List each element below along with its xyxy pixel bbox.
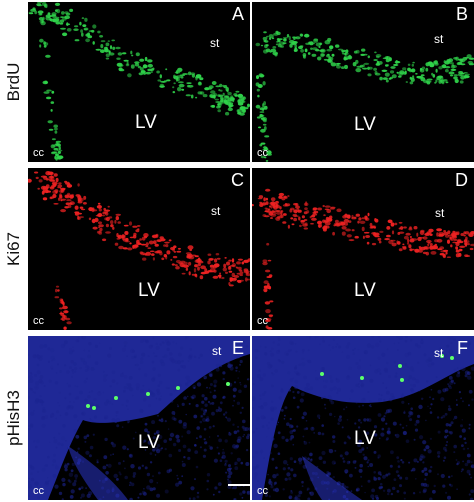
row-label-text: Ki67 <box>4 231 23 267</box>
cell-cluster <box>255 30 474 85</box>
panel-letter: B <box>455 4 468 24</box>
cc-label: cc <box>257 485 268 497</box>
lv-label: LV <box>354 428 376 449</box>
panel-f-phish3: F st LV cc <box>252 336 474 500</box>
row-label-ki67: Ki67 <box>0 168 28 330</box>
cell-cluster <box>255 73 272 162</box>
row-label-text: BrdU <box>4 62 23 102</box>
nuclei-texture <box>252 336 474 500</box>
st-label: st <box>210 36 220 50</box>
lv-label: LV <box>354 280 376 301</box>
cell-cluster <box>39 20 64 161</box>
cc-label: cc <box>33 315 44 327</box>
panel-d-image <box>252 188 474 330</box>
row-label-brdu: BrdU <box>0 2 28 162</box>
panel-c-image <box>28 171 250 330</box>
positive-cells <box>86 382 230 410</box>
lv-label: LV <box>354 114 376 135</box>
lower-tissue <box>68 446 128 500</box>
panel-a-brdu: A st LV cc <box>28 2 250 162</box>
panel-letter: D <box>455 170 468 190</box>
panel-e-image <box>28 336 250 500</box>
panel-d-ki67: D st LV cc <box>252 168 474 330</box>
panel-a-image <box>28 2 250 161</box>
panel-letter: A <box>231 4 244 24</box>
panel-b-image <box>255 30 474 162</box>
lv-label: LV <box>135 112 157 133</box>
cell-cluster <box>28 171 250 287</box>
row-label-phish3: pHisH3 <box>0 336 28 500</box>
lv-label: LV <box>138 432 160 453</box>
panel-e-phish3: E st LV cc <box>28 336 250 500</box>
tissue-region <box>252 336 474 500</box>
st-label: st <box>434 346 444 360</box>
panel-letter: E <box>231 338 244 358</box>
cell-cluster <box>28 2 250 116</box>
positive-cells <box>320 354 454 382</box>
st-label: st <box>211 204 221 218</box>
cell-cluster <box>262 242 274 330</box>
lv-label: LV <box>138 280 160 301</box>
st-label: st <box>212 344 222 358</box>
panel-f-image <box>252 336 474 500</box>
row-label-text: pHisH3 <box>4 390 23 446</box>
st-label: st <box>435 206 445 220</box>
cc-label: cc <box>33 485 44 497</box>
panel-b-brdu: B st LV cc <box>252 2 474 162</box>
panel-c-ki67: C st LV cc <box>28 168 250 330</box>
scale-bar <box>228 484 250 486</box>
cc-label: cc <box>257 315 268 327</box>
st-label: st <box>434 32 444 46</box>
tissue-region <box>28 336 250 500</box>
panel-letter: F <box>457 338 468 358</box>
lower-tissue <box>302 456 362 500</box>
panel-letter: C <box>231 170 244 190</box>
cc-label: cc <box>257 147 268 159</box>
cell-cluster <box>54 285 72 330</box>
cc-label: cc <box>33 147 44 159</box>
nuclei-texture <box>28 336 250 500</box>
cell-cluster <box>252 188 474 259</box>
